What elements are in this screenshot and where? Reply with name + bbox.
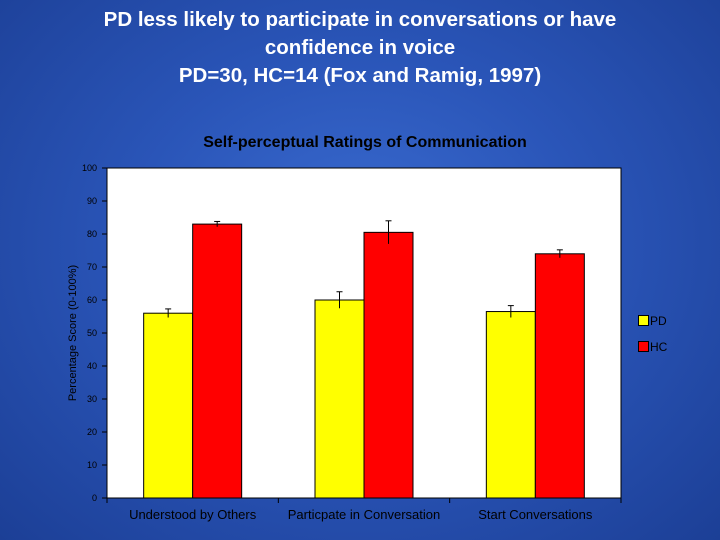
bars <box>143 223 585 499</box>
y-axis-ticks: 0 10 20 30 40 50 60 70 80 90 100 <box>82 163 107 503</box>
bar-hc <box>192 223 243 499</box>
error-bars <box>165 220 563 318</box>
slide-title-line-2: confidence in voice <box>264 36 456 59</box>
y-tick-label: 0 <box>92 493 97 503</box>
legend: PD HC <box>638 314 667 366</box>
x-axis-ticks: Understood by Others Particpate in Conver… <box>106 498 622 522</box>
slide-title-line-3: PD=30, HC=14 (Fox and Ramig, 1997) <box>178 64 542 87</box>
y-tick-label: 40 <box>87 361 97 371</box>
slide-title: PD less likely to participate in convers… <box>20 6 700 90</box>
y-tick-label: 30 <box>87 394 97 404</box>
bar-pd <box>314 299 365 499</box>
legend-swatch-hc <box>638 341 649 352</box>
y-tick-label: 60 <box>87 295 97 305</box>
y-tick-label: 90 <box>87 196 97 206</box>
y-axis-label: Percentage Score (0-100%) <box>67 265 79 401</box>
y-tick-label: 70 <box>87 262 97 272</box>
y-tick-label: 20 <box>87 427 97 437</box>
legend-label-hc: HC <box>650 339 668 354</box>
y-tick-label: 50 <box>87 328 97 338</box>
legend-label-pd: PD <box>650 313 667 328</box>
legend-item-hc: HC <box>638 339 668 354</box>
y-tick-label: 80 <box>87 229 97 239</box>
y-tick-label: 10 <box>87 460 97 470</box>
bar-pd <box>485 311 536 499</box>
legend-item-pd: PD <box>638 313 667 328</box>
legend-swatch-pd <box>638 315 649 326</box>
chart-title: Self-perceptual Ratings of Communication <box>203 134 527 151</box>
x-tick-label: Start Conversations <box>478 507 593 522</box>
bar-hc <box>363 231 414 499</box>
slide-title-line-1: PD less likely to participate in convers… <box>103 8 617 31</box>
y-tick-label: 100 <box>82 163 97 173</box>
x-tick-label: Particpate in Conversation <box>288 507 440 522</box>
bar-pd <box>143 312 194 499</box>
x-tick-label: Understood by Others <box>129 507 257 522</box>
bar-hc <box>534 253 585 499</box>
